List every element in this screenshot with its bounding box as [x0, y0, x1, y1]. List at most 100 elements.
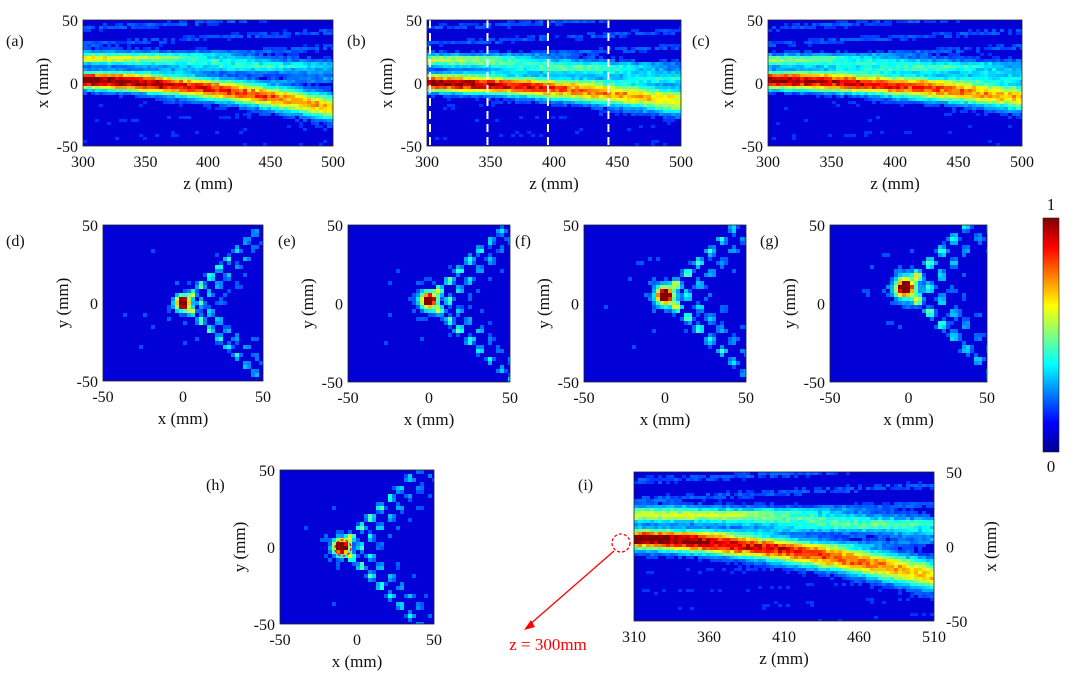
heatmap-cell — [307, 113, 311, 116]
heatmap-cell — [559, 104, 563, 107]
heatmap-cell — [311, 47, 315, 50]
heatmap-cell — [1000, 44, 1004, 47]
heatmap-cell — [279, 110, 283, 113]
heatmap-cell — [704, 341, 708, 345]
heatmap-cell — [651, 110, 655, 113]
heatmap-cell — [303, 77, 307, 80]
heatmap-cell — [876, 116, 880, 119]
heatmap-cell — [812, 59, 816, 62]
heatmap-cell — [960, 50, 964, 53]
heatmap-cell — [107, 122, 111, 125]
heatmap-cell — [219, 71, 223, 74]
heatmap-cell — [435, 62, 439, 65]
heatmap-h — [280, 470, 434, 624]
heatmap-cell — [143, 83, 147, 86]
heatmap-cell — [227, 68, 231, 71]
heatmap-cell — [980, 62, 984, 65]
heatmap-cell — [267, 113, 271, 116]
heatmap-cell — [912, 95, 916, 98]
heatmap-cell — [932, 56, 936, 59]
heatmap-cell — [667, 80, 671, 83]
heatmap-cell — [768, 41, 772, 44]
heatmap-cell — [1016, 44, 1020, 47]
heatmap-cell — [970, 345, 974, 349]
heatmap-cell — [599, 77, 603, 80]
heatmap-cell — [776, 74, 780, 77]
heatmap-cell — [495, 98, 499, 101]
heatmap-cell — [151, 38, 155, 41]
heatmap-cell — [476, 249, 480, 253]
heatmap-cell — [904, 53, 908, 56]
heatmap-cell — [291, 83, 295, 86]
heatmap-cell — [523, 77, 527, 80]
heatmap-cell — [243, 95, 247, 98]
heatmap-cell — [828, 71, 832, 74]
heatmap-cell — [934, 249, 938, 253]
heatmap-cell — [928, 104, 932, 107]
heatmap-cell — [171, 59, 175, 62]
heatmap-cell — [291, 68, 295, 71]
heatmap-cell — [1020, 71, 1022, 74]
heatmap-cell — [255, 53, 259, 56]
heatmap-cell — [940, 68, 944, 71]
heatmap-cell — [471, 68, 475, 71]
heatmap-cell — [948, 104, 952, 107]
heatmap-cell — [579, 71, 583, 74]
heatmap-cell — [203, 281, 207, 285]
heatmap-cell — [675, 104, 679, 107]
heatmap-cell — [844, 26, 848, 29]
heatmap-cell — [183, 71, 187, 74]
heatmap-cell — [507, 86, 511, 89]
heatmap-cell — [143, 59, 147, 62]
heatmap-cell — [535, 95, 539, 98]
heatmap-cell — [940, 56, 944, 59]
heatmap-cell — [880, 131, 884, 134]
heatmap-cell — [331, 47, 333, 50]
heatmap-cell — [944, 86, 948, 89]
heatmap-cell — [1020, 104, 1022, 107]
heatmap-cell — [424, 293, 428, 297]
heatmap-cell — [808, 26, 812, 29]
heatmap-cell — [976, 98, 980, 101]
heatmap-cell — [924, 74, 928, 77]
heatmap-cell — [882, 253, 886, 257]
heatmap-cell — [107, 92, 111, 95]
heatmap-cell — [452, 329, 456, 333]
heatmap-cell — [167, 309, 171, 313]
heatmap-cell — [91, 71, 95, 74]
heatmap-cell — [615, 77, 619, 80]
heatmap-cell — [247, 89, 251, 92]
x-tick-label: 50 — [738, 390, 754, 407]
heatmap-cell — [331, 65, 333, 68]
heatmap-cell — [880, 23, 884, 26]
heatmap-cell — [676, 297, 680, 301]
heatmap-cell — [323, 68, 327, 71]
heatmap-cell — [1008, 77, 1012, 80]
heatmap-cell — [183, 297, 187, 301]
heatmap-cell — [111, 41, 115, 44]
heatmap-cell — [539, 89, 543, 92]
heatmap-cell — [211, 65, 215, 68]
heatmap-cell — [968, 107, 972, 110]
heatmap-cell — [852, 71, 856, 74]
heatmap-cell — [615, 104, 619, 107]
heatmap-cell — [111, 62, 115, 65]
heatmap-cell — [824, 68, 828, 71]
heatmap-cell — [203, 62, 207, 65]
heatmap-cell — [946, 333, 950, 337]
heatmap-cell — [499, 68, 503, 71]
heatmap-cell — [239, 62, 243, 65]
heatmap-cell — [812, 62, 816, 65]
heatmap-cell — [323, 32, 327, 35]
heatmap-cell — [559, 50, 563, 53]
heatmap-cell — [1000, 89, 1004, 92]
heatmap-cell — [323, 89, 327, 92]
heatmap-cell — [215, 53, 219, 56]
heatmap-cell — [139, 74, 143, 77]
heatmap-cell — [675, 80, 679, 83]
heatmap-cell — [864, 38, 868, 41]
heatmap-cell — [936, 47, 940, 50]
heatmap-cell — [788, 59, 792, 62]
heatmap-cell — [119, 71, 123, 74]
heatmap-cell — [651, 116, 655, 119]
